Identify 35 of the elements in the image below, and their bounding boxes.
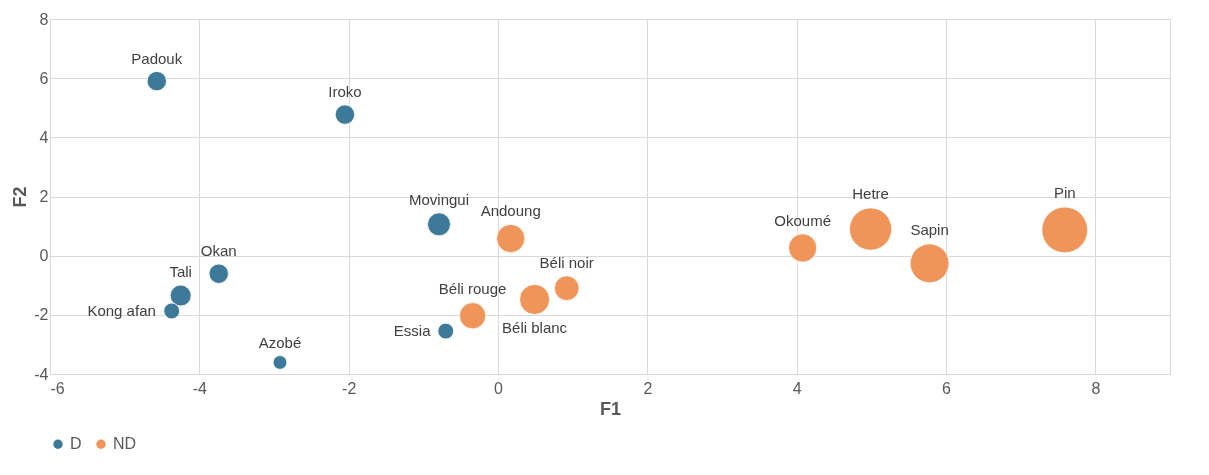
annotation: Azobé	[258, 334, 302, 352]
y-axis-title: F2	[10, 186, 31, 208]
annotation: Béli blanc	[502, 318, 568, 336]
y-tick-label: 6	[39, 69, 49, 87]
y-tick-label: 2	[39, 188, 49, 205]
annotation: Sapin	[910, 220, 949, 238]
annotation: Okoumé	[774, 211, 831, 229]
annotation: Iroko	[328, 83, 362, 101]
annotation: Tali	[169, 263, 192, 281]
x-tick-label: 4	[792, 379, 802, 397]
x-tick-label: -6	[50, 379, 65, 397]
annotation: Béli noir	[539, 253, 594, 271]
annotation: Movingui	[409, 190, 470, 208]
legend-label: ND	[113, 435, 137, 453]
annotation: Padouk	[131, 49, 183, 67]
annotation: Kong afan	[87, 301, 156, 319]
x-tick-label: 6	[942, 379, 952, 397]
legend-label: D	[70, 435, 82, 453]
x-tick-label: 8	[1091, 379, 1101, 397]
annotation: Andoung	[480, 202, 541, 220]
y-tick-label: -4	[34, 365, 49, 383]
y-tick-label: -2	[34, 306, 49, 324]
annotation: Essia	[393, 322, 432, 340]
annotation: Béli rouge	[438, 280, 507, 298]
y-tick-label: 0	[39, 247, 49, 265]
x-tick-label: 0	[494, 379, 504, 397]
x-tick-label: -4	[192, 379, 208, 397]
x-axis-title: F1	[599, 398, 622, 419]
y-tick-label: 4	[39, 128, 49, 146]
y-tick-label: 8	[39, 10, 49, 28]
annotation: Hetre	[852, 184, 889, 202]
annotation: Okan	[200, 242, 237, 260]
x-tick-label: -2	[342, 379, 357, 397]
annotation: Pin	[1053, 183, 1076, 201]
x-tick-label: 2	[643, 379, 653, 397]
